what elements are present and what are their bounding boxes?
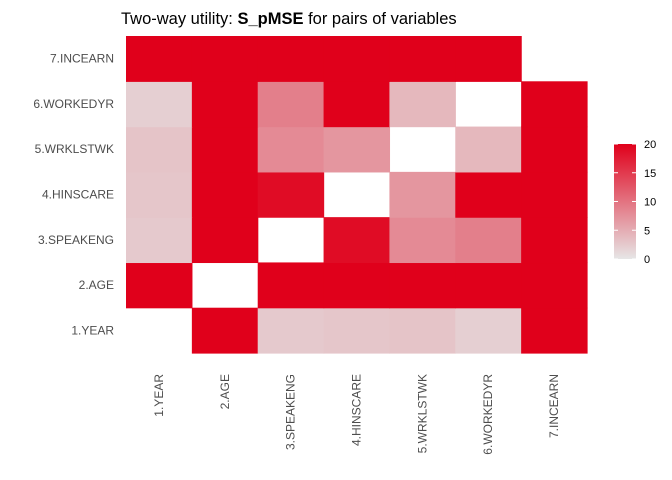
heatmap-cell <box>455 307 522 354</box>
y-tick-label: 6.WORKEDYR <box>33 97 114 111</box>
legend-tick-label: 5 <box>644 225 650 237</box>
y-axis-tick-labels: 1.YEAR 2.AGE 3.SPEAKENG 4.HINSCARE 5.WRKLSTW… <box>33 52 114 338</box>
heatmap-cell <box>191 307 259 354</box>
y-tick-label: 1.YEAR <box>71 323 114 337</box>
heatmap-cell <box>455 171 522 218</box>
heatmap-cell <box>257 126 325 173</box>
heatmap-cell <box>521 126 588 173</box>
heatmap-cell <box>257 262 325 309</box>
heatmap-cell <box>257 171 325 218</box>
heatmap-cell <box>323 307 391 354</box>
heatmap-cell <box>126 36 193 82</box>
x-tick-label: 4.HINSCARE <box>350 374 364 446</box>
heatmap-cell <box>389 307 456 354</box>
heatmap-cell <box>521 307 588 354</box>
heatmap-cell <box>323 36 391 82</box>
x-tick-label: 3.SPEAKENG <box>284 374 298 450</box>
y-tick-label: 2.AGE <box>79 278 114 292</box>
heatmap-cell <box>323 126 391 173</box>
heatmap-cell <box>257 307 325 354</box>
color-legend: 0 5 10 15 20 <box>614 139 656 266</box>
heatmap-cell <box>455 36 522 82</box>
heatmap-cell <box>521 171 588 218</box>
heatmap-cells <box>126 36 588 354</box>
heatmap-cell <box>389 81 456 128</box>
heatmap-cell <box>323 262 391 309</box>
heatmap-cell <box>521 217 588 264</box>
legend-tick-label: 0 <box>644 254 650 266</box>
x-tick-label: 1.YEAR <box>152 374 166 417</box>
heatmap-cell <box>323 81 391 128</box>
title-prefix: Two-way utility: <box>121 10 237 28</box>
heatmap-cell <box>389 36 456 82</box>
title-bold: S_pMSE <box>237 10 303 28</box>
heatmap-cell <box>126 126 193 173</box>
heatmap-cell <box>126 217 193 264</box>
chart-title: Two-way utility: S_pMSE for pairs of var… <box>121 10 457 28</box>
heatmap-cell <box>389 217 456 264</box>
x-tick-label: 6.WORKEDYR <box>481 374 495 455</box>
y-tick-label: 3.SPEAKENG <box>38 233 114 247</box>
heatmap-cell <box>389 171 456 218</box>
heatmap-cell <box>323 217 391 264</box>
x-axis-tick-labels: 1.YEAR 2.AGE 3.SPEAKENG 4.HINSCARE 5.WRKLSTW… <box>152 374 561 455</box>
legend-tick-label: 10 <box>644 197 656 209</box>
heatmap-cell <box>126 262 193 309</box>
heatmap-cell <box>455 126 522 173</box>
heatmap-cell <box>191 171 259 218</box>
x-tick-label: 5.WRKLSTWK <box>415 374 429 453</box>
heatmap-cell <box>257 81 325 128</box>
x-tick-label: 2.AGE <box>218 374 232 409</box>
heatmap-cell <box>455 217 522 264</box>
legend-colorbar <box>614 144 636 259</box>
y-tick-label: 7.INCEARN <box>50 52 114 66</box>
heatmap-cell <box>126 81 193 128</box>
heatmap-cell <box>257 36 325 82</box>
legend-tick-label: 20 <box>644 139 656 151</box>
title-suffix: for pairs of variables <box>303 10 456 28</box>
heatmap-cell <box>126 171 193 218</box>
x-tick-label: 7.INCEARN <box>547 374 561 438</box>
heatmap-cell <box>455 262 522 309</box>
y-tick-label: 5.WRKLSTWK <box>35 142 114 156</box>
heatmap-cell <box>521 262 588 309</box>
heatmap-cell <box>191 36 259 82</box>
heatmap-cell <box>191 217 259 264</box>
y-tick-label: 4.HINSCARE <box>42 188 114 202</box>
heatmap-cell <box>191 126 259 173</box>
heatmap-cell <box>191 81 259 128</box>
heatmap-cell <box>521 81 588 128</box>
heatmap-cell <box>389 262 456 309</box>
legend-tick-label: 15 <box>644 168 656 180</box>
